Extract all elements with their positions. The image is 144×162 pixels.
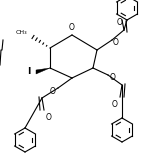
Text: O: O — [110, 73, 116, 82]
Text: O: O — [117, 18, 123, 27]
Text: O: O — [112, 100, 118, 109]
Text: O: O — [50, 87, 56, 96]
Text: I: I — [27, 68, 30, 76]
Text: O: O — [113, 38, 119, 47]
Text: CH₃: CH₃ — [15, 30, 27, 35]
Text: O: O — [46, 113, 52, 122]
Polygon shape — [36, 68, 50, 74]
Text: O: O — [69, 23, 75, 32]
